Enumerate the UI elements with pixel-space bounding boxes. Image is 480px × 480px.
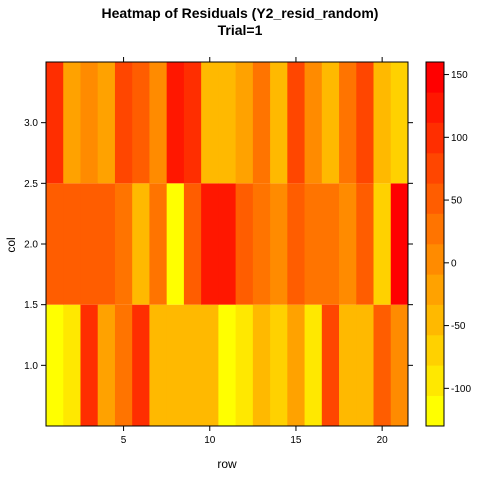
chart-title: Heatmap of Residuals (Y2_resid_random) bbox=[102, 5, 379, 21]
x-axis-label: row bbox=[217, 457, 237, 471]
heatmap-cell bbox=[321, 62, 340, 184]
heatmap-cell bbox=[132, 62, 150, 184]
x-tick-label: 20 bbox=[377, 435, 389, 446]
heatmap-cell bbox=[339, 62, 357, 184]
y-tick-label: 2.0 bbox=[24, 240, 38, 251]
heatmap-cell bbox=[80, 62, 99, 184]
heatmap-cell bbox=[252, 62, 271, 184]
heatmap-cell bbox=[80, 183, 99, 305]
colorbar-band bbox=[426, 183, 444, 214]
heatmap-cell bbox=[149, 183, 168, 305]
heatmap-cell bbox=[356, 62, 374, 184]
heatmap-cell bbox=[321, 304, 340, 426]
heatmap-cell bbox=[201, 62, 219, 184]
colorbar-band bbox=[426, 365, 444, 396]
heatmap-cell bbox=[270, 62, 288, 184]
heatmap-cell bbox=[235, 62, 254, 184]
chart-subtitle: Trial=1 bbox=[218, 22, 263, 38]
heatmap-cell bbox=[339, 183, 357, 305]
heatmap-cell bbox=[304, 183, 323, 305]
heatmap-cell bbox=[149, 304, 168, 426]
heatmap-cell bbox=[46, 304, 64, 426]
colorbar-band bbox=[426, 92, 444, 123]
heatmap-cell bbox=[114, 62, 133, 184]
heatmap-cell bbox=[287, 62, 305, 184]
y-tick-label: 1.0 bbox=[24, 361, 38, 372]
heatmap-cell bbox=[218, 304, 237, 426]
heatmap-cell bbox=[183, 183, 202, 305]
heatmap-cell bbox=[304, 304, 323, 426]
heatmap-cell bbox=[63, 304, 81, 426]
heatmap-cells bbox=[46, 62, 409, 426]
heatmap-cell bbox=[63, 183, 81, 305]
heatmap-cell bbox=[252, 304, 271, 426]
heatmap-cell bbox=[149, 62, 168, 184]
heatmap-cell bbox=[235, 183, 254, 305]
y-tick-label: 2.5 bbox=[24, 179, 38, 190]
colorbar-frame bbox=[425, 61, 445, 427]
heatmap-cell bbox=[97, 62, 116, 184]
heatmap-cell bbox=[321, 183, 340, 305]
heatmap-cell bbox=[183, 62, 202, 184]
colorbar-tick-label: -100 bbox=[451, 384, 471, 395]
heatmap-cell bbox=[46, 62, 64, 184]
heatmap-cell bbox=[183, 304, 202, 426]
heatmap-cell bbox=[63, 62, 81, 184]
colorbar-tick-label: 0 bbox=[451, 258, 457, 269]
heatmap-cell bbox=[304, 62, 323, 184]
colorbar-tick-label: 100 bbox=[451, 133, 468, 144]
colorbar-band bbox=[426, 213, 444, 245]
heatmap-cell bbox=[132, 304, 150, 426]
y-tick-label: 3.0 bbox=[24, 118, 38, 129]
colorbar-band bbox=[426, 304, 444, 336]
heatmap-cell bbox=[373, 62, 392, 184]
colorbar-band bbox=[426, 244, 444, 275]
colorbar-band bbox=[426, 274, 444, 305]
heatmap-cell bbox=[166, 183, 185, 305]
heatmap-cell bbox=[356, 304, 374, 426]
heatmap-cell bbox=[339, 304, 357, 426]
heatmap-cell bbox=[287, 183, 305, 305]
heatmap-cell bbox=[356, 183, 374, 305]
heatmap-cell bbox=[166, 62, 185, 184]
colorbar-tick-label: 50 bbox=[451, 196, 463, 207]
heatmap-cell bbox=[235, 304, 254, 426]
heatmap-cell bbox=[287, 304, 305, 426]
heatmap-cell bbox=[218, 62, 237, 184]
y-tick-label: 1.5 bbox=[24, 300, 38, 311]
y-axis-label: col bbox=[4, 237, 18, 252]
x-tick-label: 15 bbox=[290, 435, 302, 446]
heatmap-cell bbox=[270, 183, 288, 305]
heatmap-cell bbox=[201, 183, 219, 305]
heatmap-cell bbox=[218, 183, 237, 305]
colorbar-tick-label: 150 bbox=[451, 70, 468, 81]
heatmap-cell bbox=[252, 183, 271, 305]
heatmap-cell bbox=[114, 183, 133, 305]
heatmap-cell bbox=[166, 304, 185, 426]
colorbar-tick-label: -50 bbox=[451, 321, 466, 332]
heatmap-cell bbox=[390, 62, 409, 184]
x-tick-label: 5 bbox=[121, 435, 127, 446]
heatmap-cell bbox=[373, 304, 392, 426]
colorbar-band bbox=[426, 122, 444, 154]
axes: 5 10 15 20 1.0 1.5 2.0 2.5 3.0 bbox=[24, 57, 413, 446]
colorbar-band bbox=[426, 153, 444, 184]
heatmap-cell bbox=[46, 183, 64, 305]
heatmap-cell bbox=[97, 304, 116, 426]
heatmap-cell bbox=[114, 304, 133, 426]
heatmap-cell bbox=[390, 304, 409, 426]
heatmap-cell bbox=[373, 183, 392, 305]
heatmap-cell bbox=[80, 304, 99, 426]
heatmap-cell bbox=[270, 304, 288, 426]
colorbar-band bbox=[426, 62, 444, 93]
colorbar-band bbox=[426, 335, 444, 366]
heatmap-cell bbox=[97, 183, 116, 305]
colorbar-band bbox=[426, 395, 444, 427]
heatmap-cell bbox=[201, 304, 219, 426]
heatmap-cell bbox=[390, 183, 409, 305]
colorbar: -100 -50 0 50 100 150 bbox=[425, 61, 471, 427]
heatmap-cell bbox=[132, 183, 150, 305]
x-tick-label: 10 bbox=[204, 435, 216, 446]
